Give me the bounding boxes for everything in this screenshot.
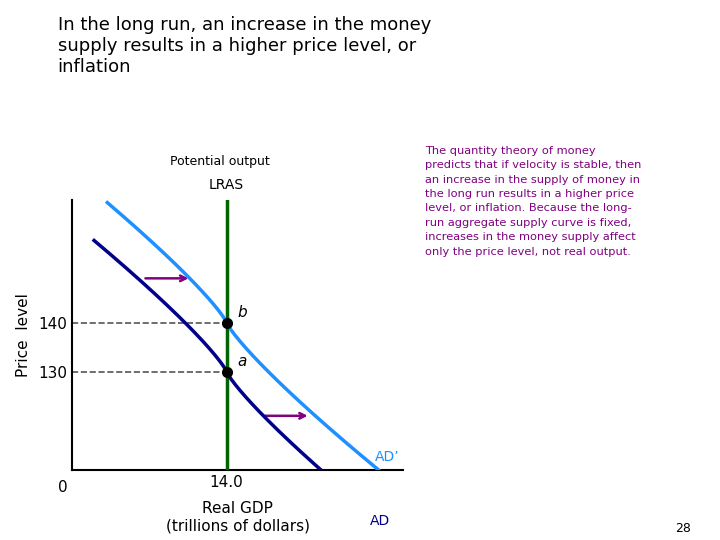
Text: 0: 0 [58,480,68,495]
Text: Potential output: Potential output [170,155,270,168]
X-axis label: Real GDP
(trillions of dollars): Real GDP (trillions of dollars) [166,501,310,533]
Text: In the long run, an increase in the money
supply results in a higher price level: In the long run, an increase in the mone… [58,16,431,76]
Y-axis label: Price  level: Price level [16,293,31,377]
Text: The quantity theory of money
predicts that if velocity is stable, then
an increa: The quantity theory of money predicts th… [425,146,642,256]
Text: AD’: AD’ [374,450,399,464]
Text: LRAS: LRAS [209,178,244,192]
Text: b: b [238,305,247,320]
Text: 28: 28 [675,522,691,535]
Text: AD: AD [370,515,390,529]
Text: a: a [238,354,247,369]
